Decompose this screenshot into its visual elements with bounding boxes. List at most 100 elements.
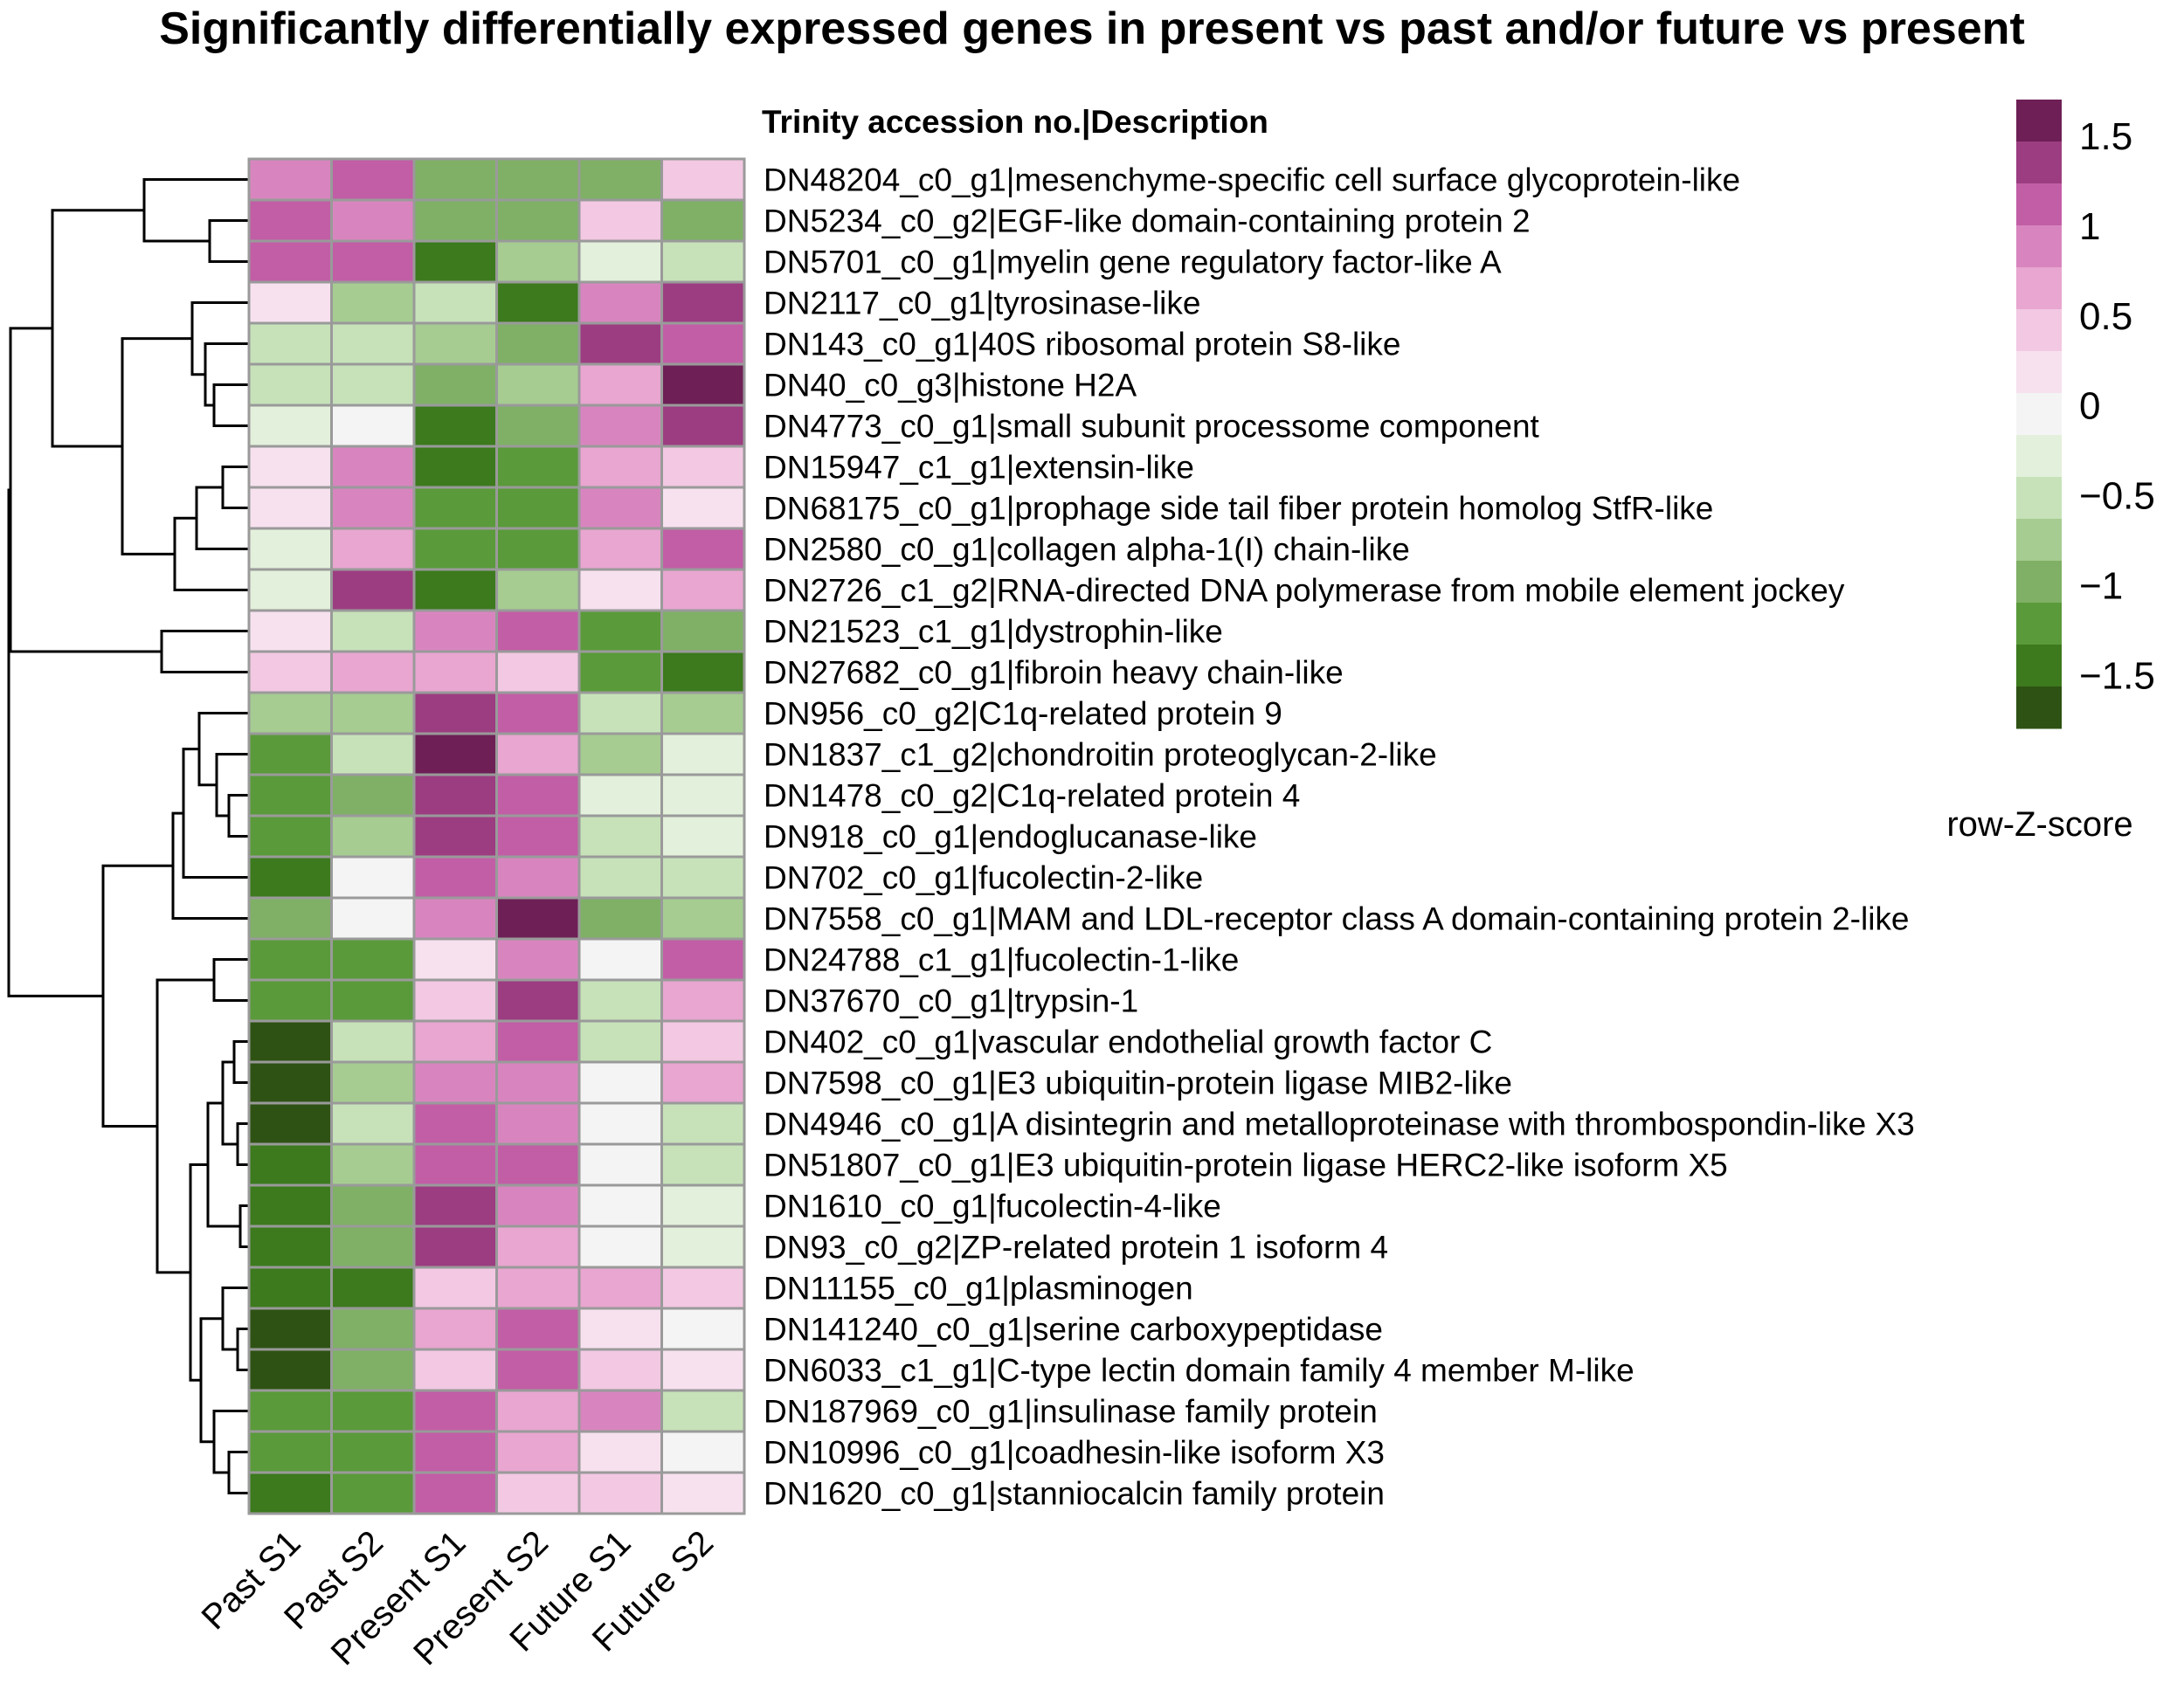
heatmap-cell [577, 1430, 663, 1474]
row-label: DN141240_c0_g1|serine carboxypeptidase [764, 1312, 1383, 1348]
dendrogram-branch [160, 630, 249, 673]
heatmap-cell [660, 568, 746, 612]
dendrogram-branch [221, 1287, 249, 1351]
dendrogram-branch [227, 1451, 249, 1494]
heatmap-cell [495, 855, 581, 900]
dendrogram-branch [197, 712, 249, 787]
heatmap-cell [495, 609, 581, 653]
row-header: Trinity accession no.|Description [762, 104, 1268, 141]
heatmap-cell [247, 1389, 333, 1433]
heatmap-cell [247, 568, 333, 612]
heatmap-cell [660, 445, 746, 489]
heatmap-cell [577, 486, 663, 530]
legend-swatch [2016, 477, 2062, 520]
heatmap-cell [247, 280, 333, 325]
heatmap-cell [330, 814, 416, 859]
heatmap-cell [412, 1389, 498, 1433]
color-legend: 1.5 1 0.5 0 −0.5 −1 −1.5 [2016, 100, 2155, 729]
heatmap-cell [577, 1348, 663, 1392]
heatmap-cell [577, 239, 663, 284]
heatmap-cell [247, 1101, 333, 1146]
heatmap-cell [577, 157, 663, 202]
heatmap-cell [495, 157, 581, 202]
heatmap-cell [412, 814, 498, 859]
heatmap-cell [330, 937, 416, 982]
heatmap-cell [330, 773, 416, 818]
heatmap-cell [330, 1266, 416, 1310]
heatmap-cell [495, 896, 581, 941]
heatmap-cell [412, 937, 498, 982]
heatmap-cell [660, 280, 746, 325]
heatmap-cell [577, 280, 663, 325]
heatmap-cell [577, 1101, 663, 1146]
row-dendrogram [7, 178, 249, 1494]
heatmap-cell [330, 732, 416, 776]
heatmap-cell [495, 650, 581, 694]
dendrogram-branch [9, 327, 162, 653]
heatmap-cell [330, 1019, 416, 1064]
row-label: DN68175_c0_g1|prophage side tail fiber p… [764, 491, 1713, 527]
heatmap-cell [330, 1430, 416, 1474]
heatmap-cell [412, 1430, 498, 1474]
heatmap-cell [495, 445, 581, 489]
heatmap-cell [495, 1183, 581, 1228]
legend-tick-label: −0.5 [2079, 475, 2155, 518]
legend-swatch [2016, 100, 2062, 142]
heatmap-cell [660, 1266, 746, 1310]
heatmap-cell [247, 896, 333, 941]
heatmap-cell [412, 1266, 498, 1310]
heatmap-cell [660, 691, 746, 735]
heatmap-cell [330, 527, 416, 571]
heatmap-cell [412, 1060, 498, 1105]
heatmap-cell [412, 157, 498, 202]
heatmap-cell [660, 609, 746, 653]
row-label: DN10996_c0_g1|coadhesin-like isoform X3 [764, 1435, 1385, 1471]
heatmap-cell [495, 568, 581, 612]
heatmap-cell [330, 568, 416, 612]
row-label: DN1478_c0_g2|C1q-related protein 4 [764, 778, 1300, 814]
heatmap-cells [247, 157, 746, 1515]
legend-swatch [2016, 183, 2062, 226]
heatmap-cell [660, 1019, 746, 1064]
heatmap-cell [660, 157, 746, 202]
dendrogram-branch [7, 488, 103, 997]
heatmap-cell [577, 1471, 663, 1515]
heatmap-cell [330, 445, 416, 489]
heatmap-cell [247, 1183, 333, 1228]
dendrogram-branch [156, 978, 214, 1274]
heatmap-cell [495, 486, 581, 530]
legend-swatch [2016, 141, 2062, 184]
heatmap-cell [330, 978, 416, 1023]
heatmap-cell [577, 855, 663, 900]
heatmap-cell [577, 321, 663, 366]
dendrogram-branch [227, 794, 249, 838]
heatmap-cell [330, 486, 416, 530]
heatmap-cell [247, 445, 333, 489]
heatmap-cell [412, 568, 498, 612]
row-label: DN51807_c0_g1|E3 ubiquitin-protein ligas… [764, 1148, 1728, 1183]
legend-swatch [2016, 519, 2062, 562]
heatmap-cell [660, 650, 746, 694]
row-label: DN27682_c0_g1|fibroin heavy chain-like [764, 655, 1344, 691]
heatmap-cell [330, 239, 416, 284]
dendrogram-branch [190, 301, 249, 376]
heatmap-cell [495, 321, 581, 366]
row-label: DN956_c0_g2|C1q-related protein 9 [764, 696, 1282, 732]
row-label: DN15947_c1_g1|extensin-like [764, 450, 1194, 486]
legend-swatch [2016, 267, 2062, 310]
heatmap-cell [247, 1430, 333, 1474]
heatmap-cell [330, 650, 416, 694]
row-labels: DN48204_c0_g1|mesenchyme-specific cell s… [764, 162, 1915, 1512]
row-label: DN402_c0_g1|vascular endothelial growth … [764, 1024, 1492, 1060]
heatmap-cell [247, 855, 333, 900]
heatmap-cell [577, 1060, 663, 1105]
heatmap-cell [495, 1142, 581, 1187]
dendrogram-branch [236, 1122, 249, 1166]
heatmap-cell [330, 1348, 416, 1392]
row-label: DN2726_c1_g2|RNA-directed DNA polymerase… [764, 573, 1845, 609]
heatmap-cell [577, 691, 663, 735]
heatmap-cell [660, 1348, 746, 1392]
heatmap-cell [330, 321, 416, 366]
legend-tick-label: −1 [2079, 564, 2123, 607]
